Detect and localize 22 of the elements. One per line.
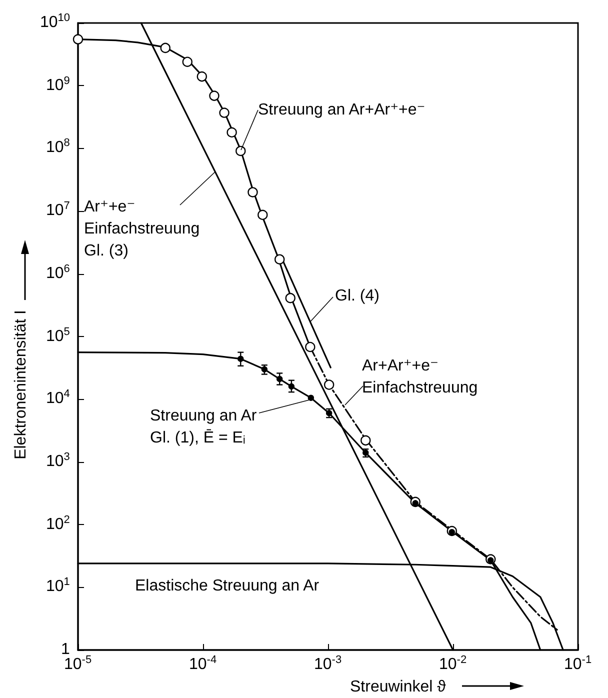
- y-tick-label: 10$^{4}$: [46, 388, 70, 408]
- y-tick-label: 10$^{1}$: [46, 576, 70, 596]
- y-tick-label: 10$^{3}$: [46, 450, 70, 471]
- series-label: Gl. (4): [335, 288, 380, 304]
- x-axis-title: Streuwinkel ϑ: [350, 678, 446, 696]
- y-tick-label: 10$^{9}$: [46, 74, 70, 95]
- series-label: Ar⁺+e⁻ Einfachstreuung Gl. (3): [84, 198, 200, 260]
- x-tick-label: 10$^{-1}$: [564, 654, 592, 674]
- y-tick-label: 10$^{6}$: [46, 262, 70, 283]
- series-label: Streuung an Ar+Ar⁺+e⁻: [258, 102, 426, 118]
- text: Streuung an Ar Gl. (1), Ē = Eᵢ: [150, 408, 258, 446]
- series-label: Elastische Streuung an Ar: [135, 578, 320, 594]
- y-tick-label: 10$^{10}$: [40, 12, 70, 32]
- y-axis-title: Elektronenintensität I: [12, 310, 30, 460]
- y-tick-label: 10$^{7}$: [46, 200, 70, 220]
- x-tick-label: 10$^{-2}$: [439, 654, 467, 674]
- x-tick-label: 10$^{-3}$: [314, 654, 342, 674]
- y-tick-label: 10$^{8}$: [46, 137, 70, 158]
- series-label: Ar+Ar⁺+e⁻ Einfachstreuung: [362, 358, 478, 396]
- y-tick-label: 10$^{2}$: [46, 514, 70, 534]
- x-tick-label: 10$^{-4}$: [189, 654, 217, 674]
- y-tick-label: 10$^{5}$: [46, 326, 70, 346]
